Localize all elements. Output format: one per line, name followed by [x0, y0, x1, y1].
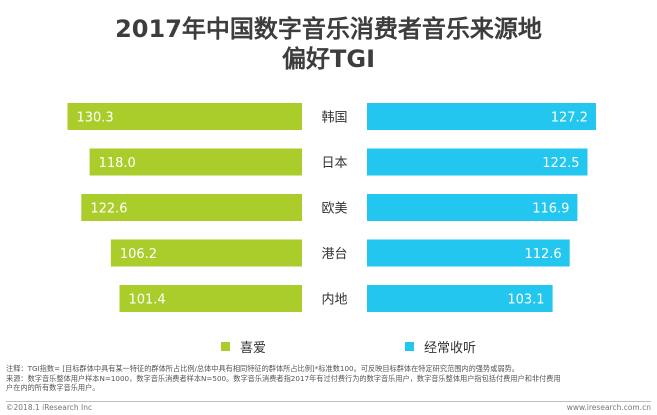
- bar-listen-3: [367, 239, 570, 267]
- footer-copyright: ©2018.1 iResearch Inc: [6, 403, 93, 412]
- legend-label-listen: 经常收听: [424, 341, 477, 356]
- footer-website: www.iresearch.com.cn: [566, 403, 651, 412]
- value-label-like-1: 118.0: [99, 156, 136, 171]
- footer-divider: [6, 401, 651, 402]
- category-label-2: 欧美: [321, 202, 347, 217]
- notes: 注释：TGI指数= [目标群体中具有某一特征的群体所占比例/总体中具有相同特征的…: [6, 364, 651, 393]
- bar-like-4: [119, 285, 302, 312]
- bar-like-0: [67, 103, 303, 130]
- category-label-0: 韩国: [321, 111, 347, 126]
- legend-item-like: 喜爱: [221, 337, 266, 356]
- legend-item-listen: 经常收听: [405, 337, 476, 356]
- value-label-like-4: 101.4: [128, 293, 165, 308]
- value-label-like-3: 106.2: [120, 247, 157, 262]
- value-label-listen-3: 112.6: [524, 247, 561, 262]
- value-label-like-0: 130.3: [76, 111, 113, 126]
- bar-like-3: [110, 239, 302, 267]
- legend-label-like: 喜爱: [240, 341, 267, 356]
- bar-like-2: [81, 194, 302, 221]
- bar-listen-1: [367, 148, 588, 176]
- note-line-2: 来源：数字音乐整体用户样本N=1000，数字音乐消费者样本N=500。数字音乐消…: [6, 373, 561, 383]
- value-label-listen-0: 127.2: [551, 111, 588, 126]
- bar-listen-4: [367, 285, 553, 312]
- category-label-1: 日本: [321, 156, 347, 171]
- value-label-like-2: 122.6: [90, 202, 127, 217]
- bar-listen-0: [367, 103, 596, 130]
- value-label-listen-4: 103.1: [507, 293, 544, 308]
- category-label-3: 港台: [321, 247, 347, 262]
- legend-swatch-listen: [405, 342, 414, 351]
- value-label-listen-2: 116.9: [532, 202, 569, 217]
- note-line-1: 注释：TGI指数= [目标群体中具有某一特征的群体所占比例/总体中具有相同特征的…: [6, 364, 519, 373]
- note-line-3: 户在内的所有数字音乐用户。: [6, 383, 100, 392]
- bar-listen-2: [367, 194, 578, 221]
- chart-title-line1: 2017年中国数字音乐消费者音乐来源地: [115, 15, 542, 43]
- category-label-4: 内地: [321, 292, 347, 308]
- bar-like-1: [89, 148, 302, 176]
- chart-title-line2: 偏好TGI: [282, 45, 375, 73]
- value-label-listen-1: 122.5: [542, 156, 579, 171]
- legend-swatch-like: [221, 342, 230, 351]
